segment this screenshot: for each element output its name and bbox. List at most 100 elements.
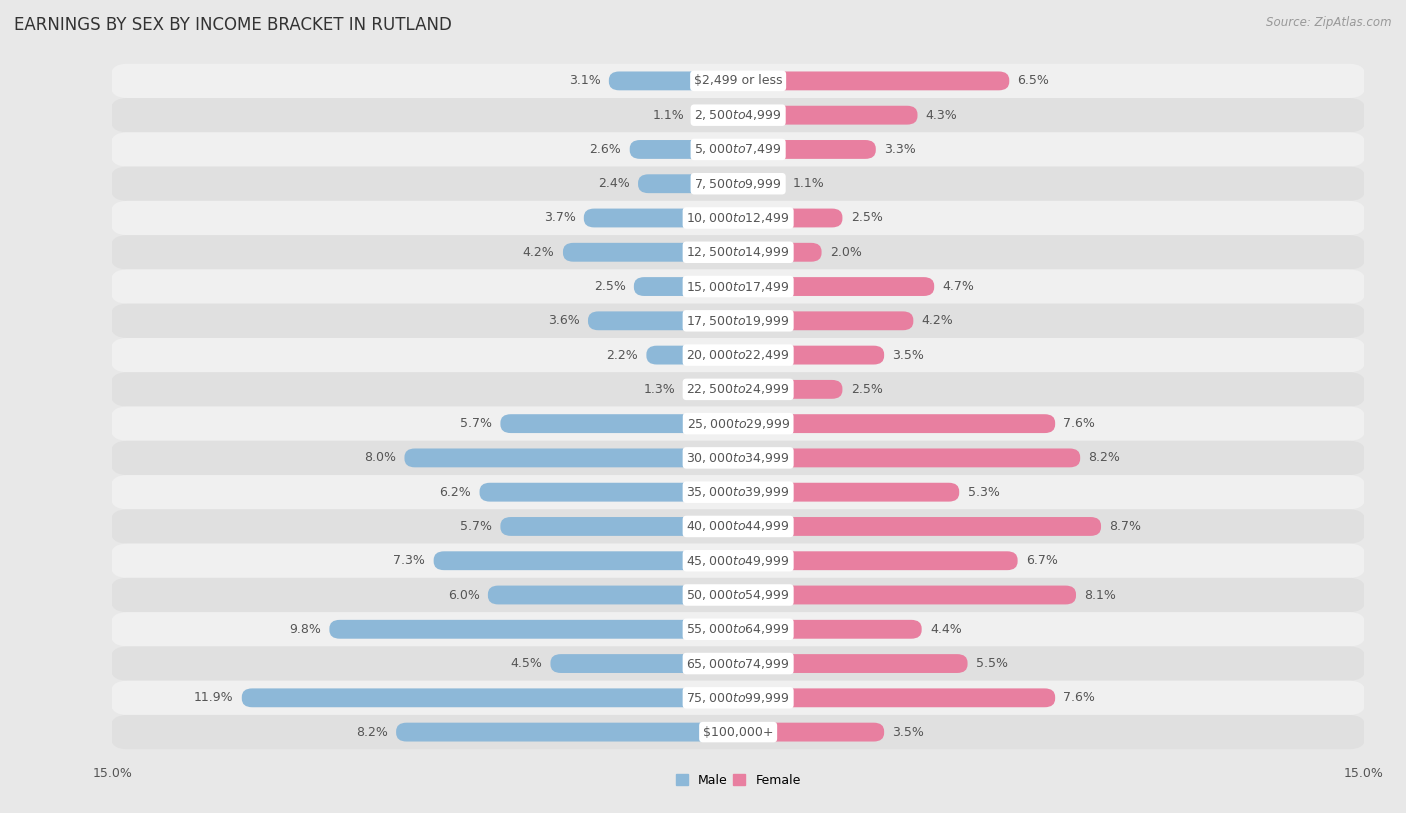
FancyBboxPatch shape bbox=[111, 544, 1365, 578]
FancyBboxPatch shape bbox=[630, 140, 738, 159]
FancyBboxPatch shape bbox=[396, 723, 738, 741]
Text: 4.5%: 4.5% bbox=[510, 657, 543, 670]
Text: $20,000 to $22,499: $20,000 to $22,499 bbox=[686, 348, 790, 362]
FancyBboxPatch shape bbox=[433, 551, 738, 570]
FancyBboxPatch shape bbox=[738, 585, 1076, 604]
FancyBboxPatch shape bbox=[738, 414, 1054, 433]
FancyBboxPatch shape bbox=[738, 106, 918, 124]
FancyBboxPatch shape bbox=[111, 133, 1365, 167]
Text: 8.1%: 8.1% bbox=[1084, 589, 1116, 602]
Text: 8.2%: 8.2% bbox=[356, 725, 388, 738]
FancyBboxPatch shape bbox=[738, 346, 884, 364]
Text: 4.7%: 4.7% bbox=[942, 280, 974, 293]
Text: $55,000 to $64,999: $55,000 to $64,999 bbox=[686, 622, 790, 637]
Text: 2.2%: 2.2% bbox=[606, 349, 638, 362]
FancyBboxPatch shape bbox=[738, 517, 1101, 536]
FancyBboxPatch shape bbox=[738, 723, 884, 741]
FancyBboxPatch shape bbox=[609, 72, 738, 90]
Text: 4.4%: 4.4% bbox=[929, 623, 962, 636]
Text: 2.0%: 2.0% bbox=[830, 246, 862, 259]
Text: 11.9%: 11.9% bbox=[194, 691, 233, 704]
Text: 8.0%: 8.0% bbox=[364, 451, 396, 464]
FancyBboxPatch shape bbox=[683, 380, 738, 399]
Text: 5.5%: 5.5% bbox=[976, 657, 1008, 670]
Text: $2,500 to $4,999: $2,500 to $4,999 bbox=[695, 108, 782, 122]
Text: $2,499 or less: $2,499 or less bbox=[695, 75, 782, 88]
Text: 2.5%: 2.5% bbox=[851, 383, 883, 396]
FancyBboxPatch shape bbox=[738, 174, 785, 193]
Text: 2.5%: 2.5% bbox=[851, 211, 883, 224]
Text: 3.5%: 3.5% bbox=[893, 349, 924, 362]
Text: Source: ZipAtlas.com: Source: ZipAtlas.com bbox=[1267, 16, 1392, 29]
FancyBboxPatch shape bbox=[111, 441, 1365, 475]
Text: $15,000 to $17,499: $15,000 to $17,499 bbox=[686, 280, 790, 293]
Text: 8.7%: 8.7% bbox=[1109, 520, 1142, 533]
FancyBboxPatch shape bbox=[111, 509, 1365, 544]
FancyBboxPatch shape bbox=[738, 689, 1054, 707]
Text: 3.1%: 3.1% bbox=[569, 75, 600, 88]
Text: 2.5%: 2.5% bbox=[593, 280, 626, 293]
FancyBboxPatch shape bbox=[111, 372, 1365, 406]
FancyBboxPatch shape bbox=[111, 475, 1365, 509]
FancyBboxPatch shape bbox=[562, 243, 738, 262]
Text: 4.3%: 4.3% bbox=[925, 109, 957, 122]
FancyBboxPatch shape bbox=[111, 63, 1365, 98]
FancyBboxPatch shape bbox=[111, 612, 1365, 646]
Text: 3.6%: 3.6% bbox=[548, 315, 579, 328]
Text: 7.6%: 7.6% bbox=[1063, 691, 1095, 704]
FancyBboxPatch shape bbox=[479, 483, 738, 502]
Text: $5,000 to $7,499: $5,000 to $7,499 bbox=[695, 142, 782, 156]
Text: 3.3%: 3.3% bbox=[884, 143, 915, 156]
FancyBboxPatch shape bbox=[111, 406, 1365, 441]
FancyBboxPatch shape bbox=[242, 689, 738, 707]
Text: $7,500 to $9,999: $7,500 to $9,999 bbox=[695, 176, 782, 191]
Text: $12,500 to $14,999: $12,500 to $14,999 bbox=[686, 246, 790, 259]
Text: 5.3%: 5.3% bbox=[967, 485, 1000, 498]
FancyBboxPatch shape bbox=[738, 449, 1080, 467]
FancyBboxPatch shape bbox=[738, 277, 934, 296]
Text: 4.2%: 4.2% bbox=[523, 246, 554, 259]
FancyBboxPatch shape bbox=[111, 167, 1365, 201]
FancyBboxPatch shape bbox=[111, 304, 1365, 338]
FancyBboxPatch shape bbox=[738, 483, 959, 502]
Text: 2.6%: 2.6% bbox=[589, 143, 621, 156]
Text: 8.2%: 8.2% bbox=[1088, 451, 1121, 464]
Text: 3.5%: 3.5% bbox=[893, 725, 924, 738]
FancyBboxPatch shape bbox=[111, 235, 1365, 269]
Text: 7.3%: 7.3% bbox=[394, 554, 425, 567]
FancyBboxPatch shape bbox=[111, 715, 1365, 750]
FancyBboxPatch shape bbox=[634, 277, 738, 296]
FancyBboxPatch shape bbox=[111, 98, 1365, 133]
Text: $10,000 to $12,499: $10,000 to $12,499 bbox=[686, 211, 790, 225]
Text: $17,500 to $19,999: $17,500 to $19,999 bbox=[686, 314, 790, 328]
Text: 3.7%: 3.7% bbox=[544, 211, 575, 224]
Text: 2.4%: 2.4% bbox=[598, 177, 630, 190]
Text: $30,000 to $34,999: $30,000 to $34,999 bbox=[686, 451, 790, 465]
Text: 5.7%: 5.7% bbox=[460, 520, 492, 533]
FancyBboxPatch shape bbox=[583, 209, 738, 228]
FancyBboxPatch shape bbox=[501, 517, 738, 536]
FancyBboxPatch shape bbox=[638, 174, 738, 193]
Text: 6.0%: 6.0% bbox=[447, 589, 479, 602]
FancyBboxPatch shape bbox=[501, 414, 738, 433]
Text: $50,000 to $54,999: $50,000 to $54,999 bbox=[686, 588, 790, 602]
Text: 6.7%: 6.7% bbox=[1026, 554, 1057, 567]
FancyBboxPatch shape bbox=[111, 680, 1365, 715]
FancyBboxPatch shape bbox=[738, 551, 1018, 570]
FancyBboxPatch shape bbox=[111, 269, 1365, 304]
Text: $100,000+: $100,000+ bbox=[703, 725, 773, 738]
Text: $35,000 to $39,999: $35,000 to $39,999 bbox=[686, 485, 790, 499]
Text: 9.8%: 9.8% bbox=[290, 623, 321, 636]
Text: 6.5%: 6.5% bbox=[1018, 75, 1049, 88]
Text: $75,000 to $99,999: $75,000 to $99,999 bbox=[686, 691, 790, 705]
Text: EARNINGS BY SEX BY INCOME BRACKET IN RUTLAND: EARNINGS BY SEX BY INCOME BRACKET IN RUT… bbox=[14, 16, 451, 34]
FancyBboxPatch shape bbox=[111, 201, 1365, 235]
FancyBboxPatch shape bbox=[405, 449, 738, 467]
Text: $22,500 to $24,999: $22,500 to $24,999 bbox=[686, 382, 790, 397]
FancyBboxPatch shape bbox=[738, 140, 876, 159]
FancyBboxPatch shape bbox=[588, 311, 738, 330]
FancyBboxPatch shape bbox=[738, 380, 842, 399]
FancyBboxPatch shape bbox=[738, 311, 914, 330]
Text: 1.3%: 1.3% bbox=[644, 383, 675, 396]
FancyBboxPatch shape bbox=[738, 654, 967, 673]
